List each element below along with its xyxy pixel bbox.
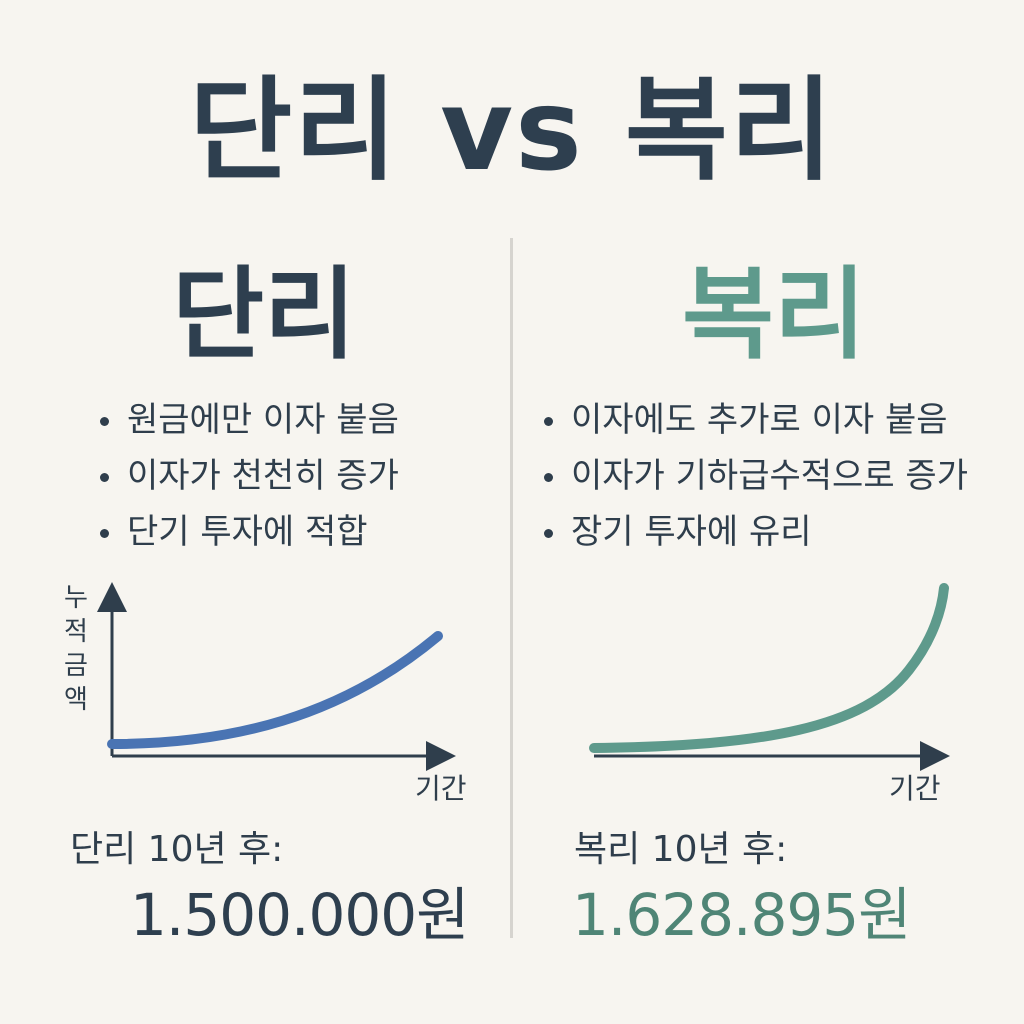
main-title: 단리 vs 복리 — [189, 66, 835, 196]
list-item: 단기 투자에 적합 — [100, 504, 399, 560]
list-item: 이자가 기하급수적으로 증가 — [544, 448, 968, 504]
y-axis-label-char: 적 — [64, 617, 88, 647]
list-item: 원금에만 이자 붙음 — [100, 392, 399, 448]
compound-interest-panel: 복리 이자에도 추가로 이자 붙음 이자가 기하급수적으로 증가 장기 투자에 … — [514, 240, 1024, 1000]
compound-result-value: 1.628.895원 — [572, 881, 912, 949]
simple-interest-panel: 단리 원금에만 이자 붙음 이자가 천천히 증가 단기 투자에 적합 누 적 금… — [0, 240, 500, 1000]
series-line-compound — [589, 583, 949, 753]
compound-result-label: 복리 10년 후: — [574, 829, 788, 870]
bullet-icon — [544, 529, 553, 538]
bullet-icon — [544, 473, 553, 482]
bullet-text: 이자에도 추가로 이자 붙음 — [571, 400, 948, 440]
x-axis-label: 기간 — [415, 772, 467, 805]
simple-heading: 단리 — [172, 256, 356, 373]
compound-interest-chart: 기간 — [589, 583, 950, 805]
list-item: 이자가 천천히 증가 — [100, 448, 399, 504]
series-line-simple — [107, 631, 443, 749]
bullet-icon — [100, 417, 109, 426]
compound-bullet-list: 이자에도 추가로 이자 붙음 이자가 기하급수적으로 증가 장기 투자에 유리 — [544, 392, 968, 560]
x-axis-label: 기간 — [889, 772, 941, 805]
simple-result-value: 1.500.000원 — [130, 881, 470, 949]
bullet-icon — [544, 417, 553, 426]
bullet-text: 원금에만 이자 붙음 — [127, 400, 399, 440]
bullet-text: 단기 투자에 적합 — [127, 512, 368, 552]
simple-bullet-list: 원금에만 이자 붙음 이자가 천천히 증가 단기 투자에 적합 — [100, 392, 399, 560]
bullet-text: 이자가 천천히 증가 — [127, 456, 399, 496]
bullet-icon — [100, 529, 109, 538]
center-divider — [510, 238, 513, 938]
y-axis-label-char: 액 — [64, 685, 88, 715]
y-axis-label-char: 누 — [64, 583, 88, 613]
list-item: 이자에도 추가로 이자 붙음 — [544, 392, 968, 448]
bullet-text: 이자가 기하급수적으로 증가 — [571, 456, 968, 496]
y-axis-label-char: 금 — [64, 651, 88, 681]
simple-result-label: 단리 10년 후: — [70, 829, 284, 870]
bullet-icon — [100, 473, 109, 482]
bullet-text: 장기 투자에 유리 — [571, 512, 812, 552]
compound-heading: 복리 — [682, 256, 866, 373]
list-item: 장기 투자에 유리 — [544, 504, 968, 560]
simple-interest-chart: 누 적 금 액 기간 — [64, 582, 467, 805]
